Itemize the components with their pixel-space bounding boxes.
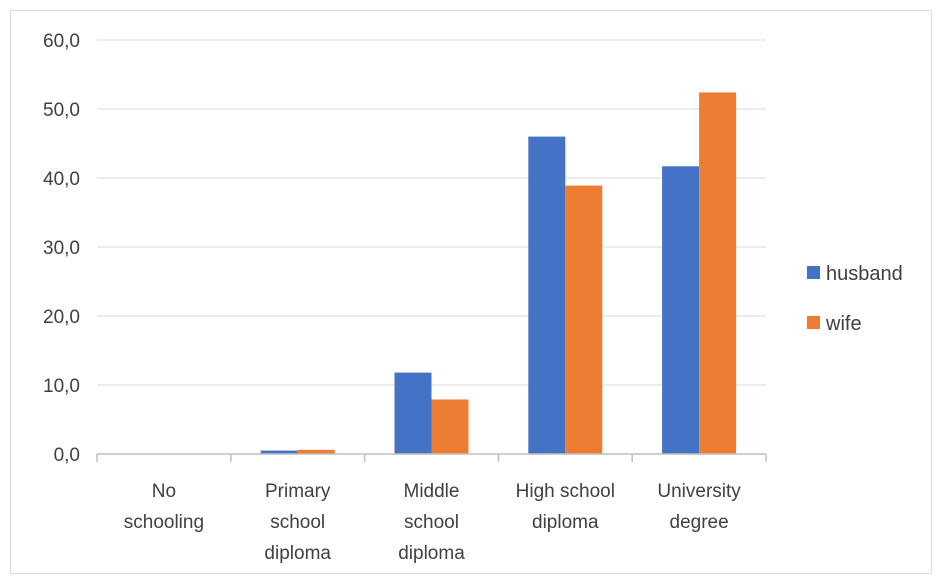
x-tick-label: school [270,512,325,533]
x-tick-label: diploma [398,543,465,564]
x-tick-label: diploma [532,512,599,533]
x-tick-label: schooling [124,512,204,533]
legend: husband wife [807,263,903,335]
x-tick-label: University [657,481,741,502]
y-axis-tick-labels: 0,0 10,0 20,0 30,0 40,0 50,0 60,0 [43,31,80,466]
bar-wife [431,399,469,454]
legend-swatch-wife [807,316,820,329]
bar-wife [297,449,335,454]
legend-label-wife: wife [825,313,862,335]
x-tick-label: diploma [264,543,331,564]
y-tick-label: 40,0 [43,169,80,190]
legend-label-husband: husband [826,263,903,285]
bar-husband [528,136,566,454]
bar-wife [699,92,737,454]
y-tick-label: 10,0 [43,376,80,397]
x-axis-tick-labels: No schooling Primary school diploma Middle sch… [124,481,742,564]
x-tick-label: Middle [404,481,460,502]
x-tick-label: High school [516,481,615,502]
bar-husband [260,450,298,454]
y-tick-label: 20,0 [43,307,80,328]
x-tick-label: No [152,481,176,502]
x-tick-label: degree [670,512,729,533]
legend-swatch-husband [807,266,820,279]
bar-husband [394,372,432,454]
y-tick-label: 50,0 [43,100,80,121]
x-tick-label: school [404,512,459,533]
bar-husband [662,166,700,454]
x-axis [96,453,767,462]
chart-frame [10,10,932,574]
bar-wife [565,185,603,454]
gridlines [97,39,766,386]
y-tick-label: 60,0 [43,31,80,52]
x-tick-label: Primary [265,481,331,502]
bars [260,92,737,454]
y-tick-label: 0,0 [54,445,80,466]
y-tick-label: 30,0 [43,238,80,259]
